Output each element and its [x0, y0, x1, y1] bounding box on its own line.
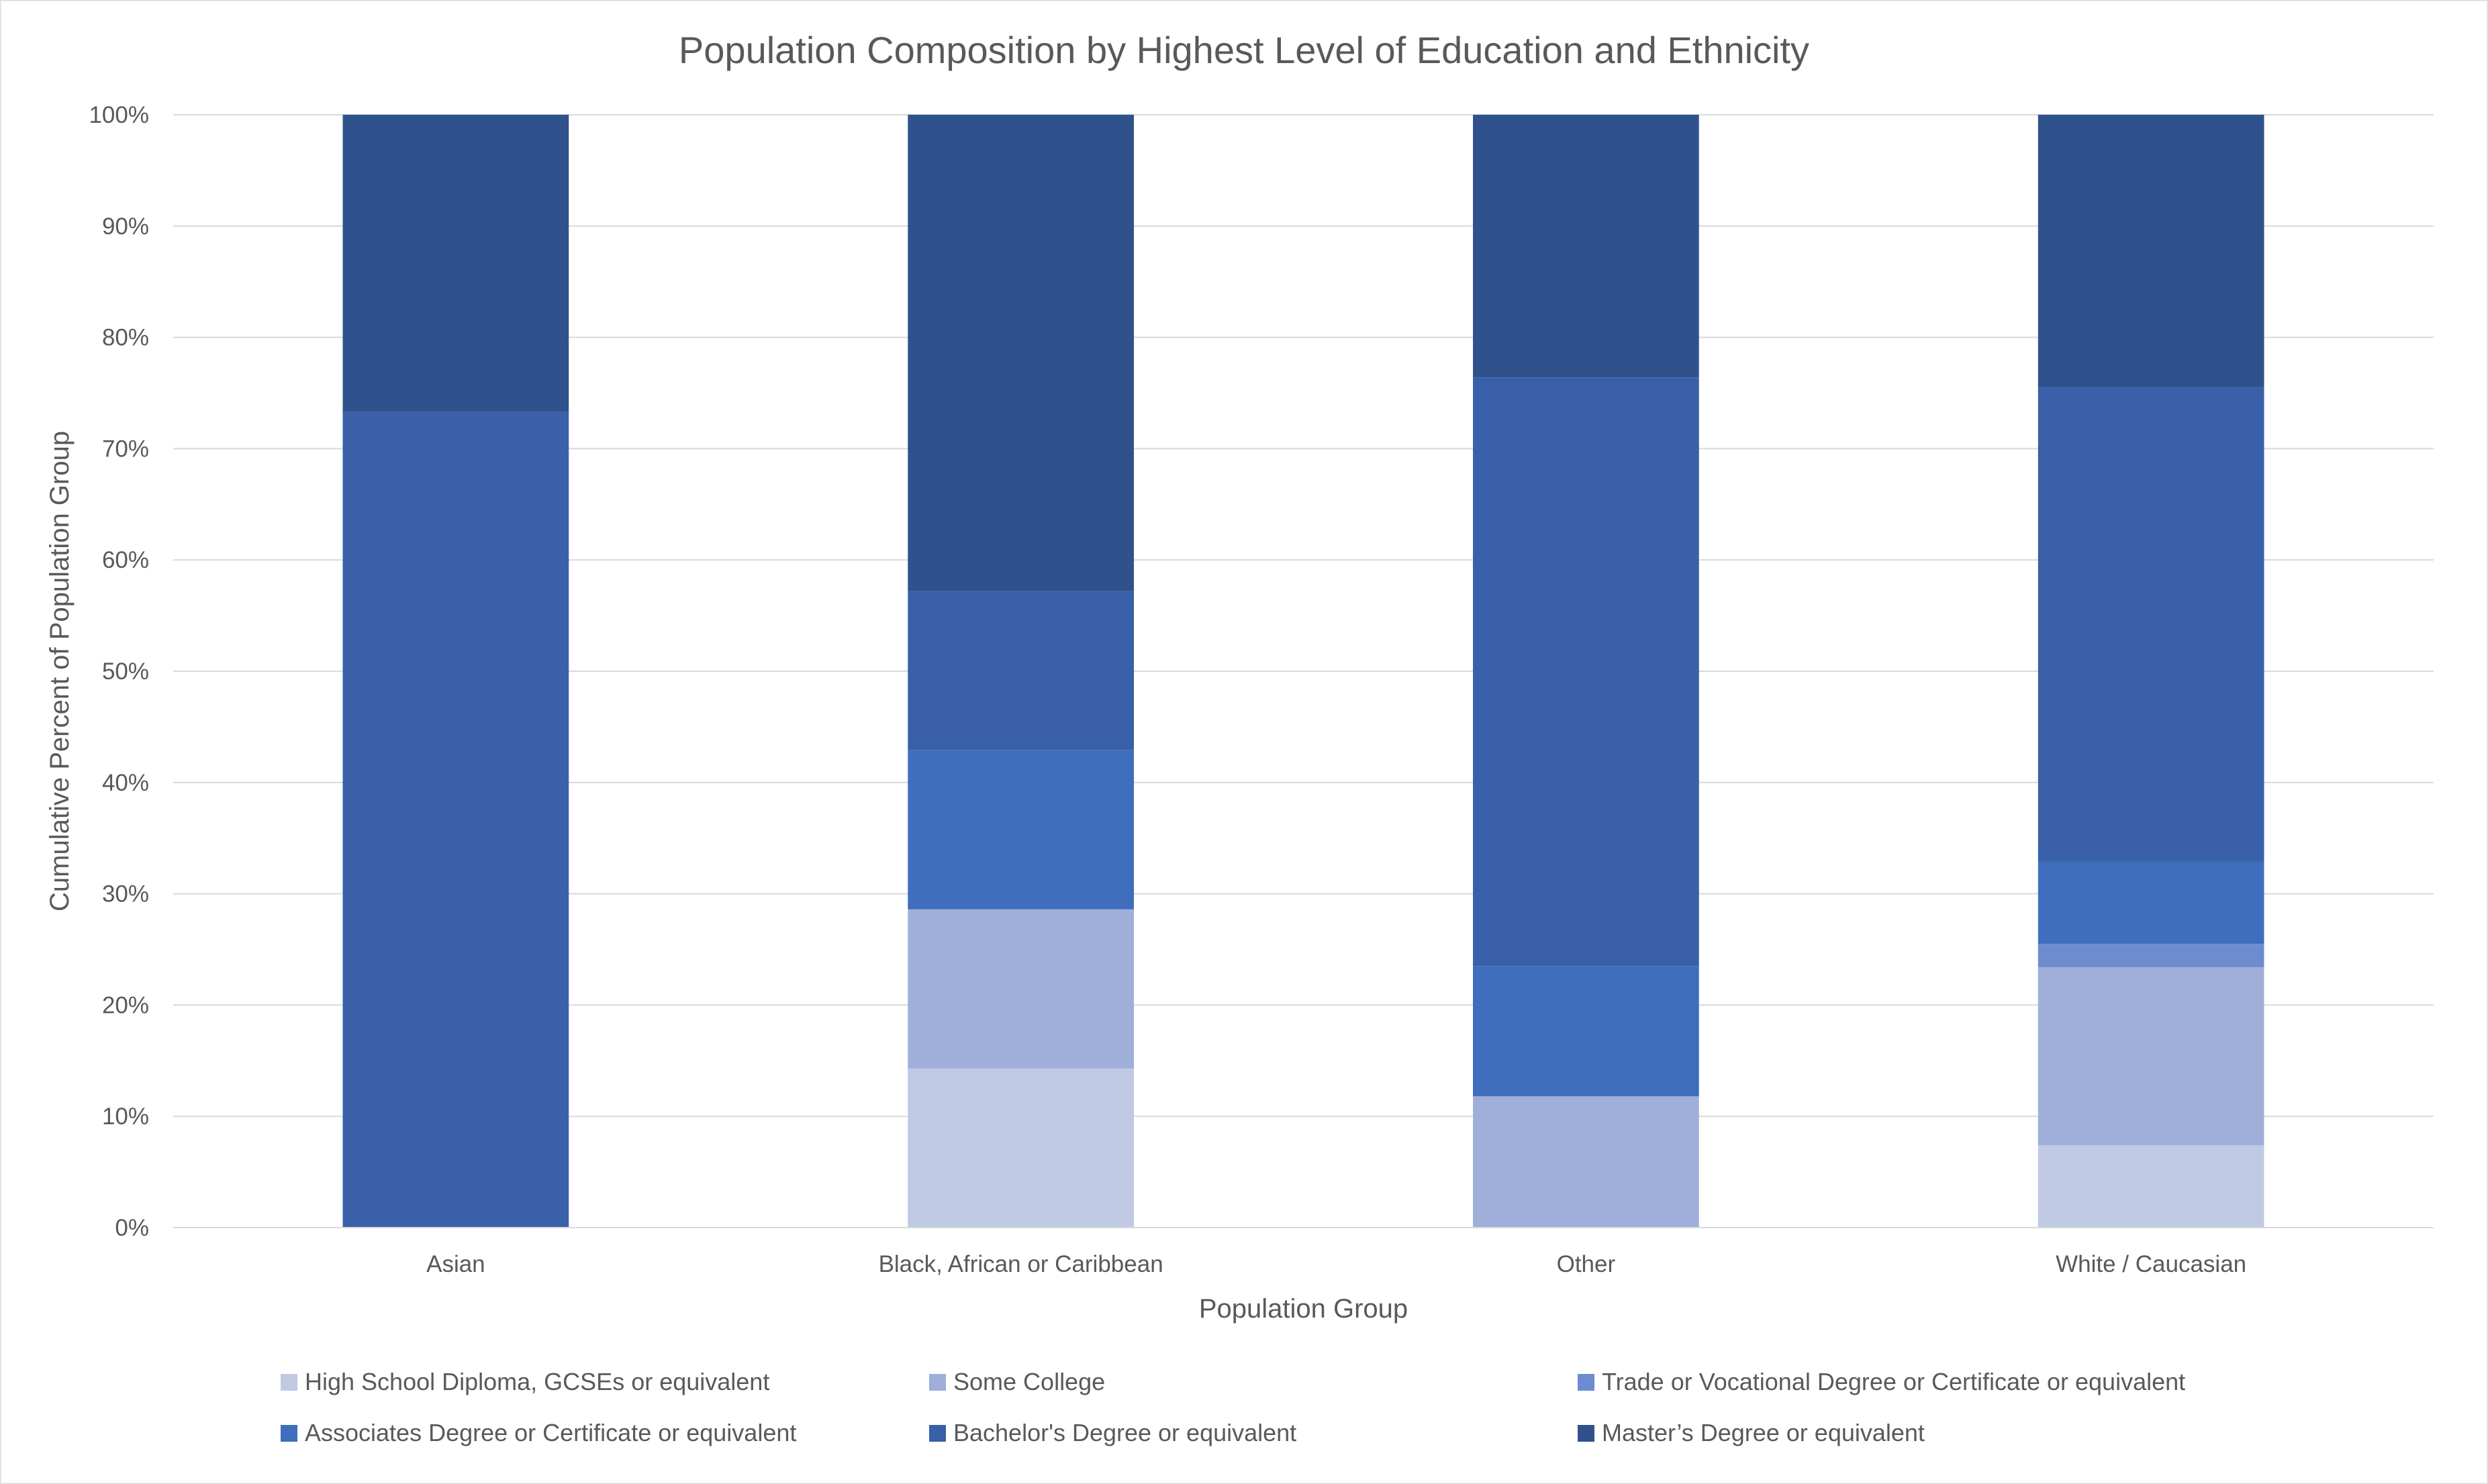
y-tick-label: 90%	[102, 213, 149, 240]
legend-label: Bachelor's Degree or equivalent	[953, 1419, 1296, 1446]
x-tick-label: Asian	[426, 1251, 485, 1277]
bar-segment	[908, 909, 1134, 1069]
legend-item: Master’s Degree or equivalent	[1578, 1419, 1925, 1446]
y-tick-label: 10%	[102, 1103, 149, 1130]
legend-item: Bachelor's Degree or equivalent	[929, 1419, 1296, 1446]
legend-swatch	[281, 1425, 297, 1442]
legend-swatch	[1578, 1425, 1594, 1442]
x-axis-title: Population Group	[1199, 1294, 1408, 1324]
y-tick-label: 30%	[102, 881, 149, 907]
x-tick-label: Black, African or Caribbean	[879, 1251, 1163, 1277]
legend-label: Associates Degree or Certificate or equi…	[305, 1419, 796, 1446]
y-tick-label: 20%	[102, 992, 149, 1018]
x-tick-label: Other	[1557, 1251, 1616, 1277]
bar-segment	[2038, 861, 2264, 944]
legend-item: Trade or Vocational Degree or Certificat…	[1578, 1368, 2185, 1395]
y-tick-label: 50%	[102, 658, 149, 685]
bar-segment	[342, 115, 569, 412]
bar-segment	[908, 1068, 1134, 1228]
legend-item: Associates Degree or Certificate or equi…	[281, 1419, 796, 1446]
legend-swatch	[1578, 1374, 1594, 1391]
bar-segment	[1473, 115, 1699, 378]
bar-segment	[2038, 967, 2264, 1146]
y-tick-label: 0%	[115, 1215, 149, 1241]
legend-swatch	[929, 1374, 946, 1391]
bar-segment	[2038, 387, 2264, 862]
y-tick-label: 80%	[102, 325, 149, 351]
legend-label: Master’s Degree or equivalent	[1602, 1419, 1925, 1446]
bar-segment	[2038, 115, 2264, 388]
legend-swatch	[929, 1425, 946, 1442]
bar-segment	[1473, 377, 1699, 967]
bar-segment	[2038, 1145, 2264, 1228]
bars	[342, 115, 2264, 1228]
chart-title: Population Composition by Highest Level …	[679, 29, 1809, 71]
y-tick-label: 100%	[89, 102, 149, 128]
legend-label: Some College	[953, 1368, 1105, 1395]
bar-segment	[908, 591, 1134, 750]
y-axis-title: Cumulative Percent of Population Group	[45, 431, 75, 911]
bar-segment	[908, 115, 1134, 591]
legend-label: High School Diploma, GCSEs or equivalent	[305, 1368, 769, 1395]
legend: High School Diploma, GCSEs or equivalent…	[281, 1368, 2185, 1446]
bar-segment	[1473, 966, 1699, 1097]
legend-label: Trade or Vocational Degree or Certificat…	[1602, 1368, 2185, 1395]
bar-segment	[2038, 944, 2264, 968]
y-tick-label: 40%	[102, 770, 149, 796]
legend-item: Some College	[929, 1368, 1105, 1395]
bar-segment	[342, 411, 569, 1228]
bar-segment	[908, 750, 1134, 909]
x-tick-label: White / Caucasian	[2056, 1251, 2246, 1277]
bar-segment	[1473, 1096, 1699, 1228]
legend-swatch	[281, 1374, 297, 1391]
legend-item: High School Diploma, GCSEs or equivalent	[281, 1368, 769, 1395]
y-tick-label: 60%	[102, 547, 149, 573]
y-tick-label: 70%	[102, 436, 149, 462]
y-axis-ticks: 0% 10% 20% 30% 40% 50% 60% 70% 80% 90% 100%	[89, 102, 149, 1241]
x-axis-ticks: Asian Black, African or Caribbean Other Whi…	[426, 1251, 2246, 1277]
